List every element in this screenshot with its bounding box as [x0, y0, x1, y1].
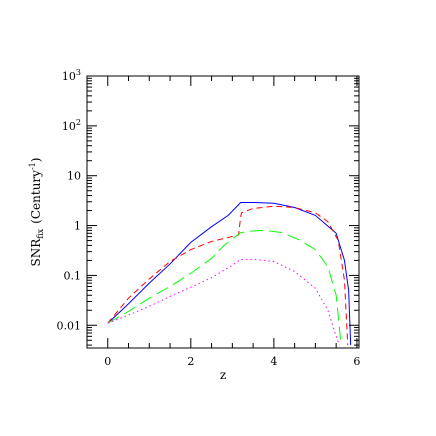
y-axis-title-unit-close: ) — [29, 158, 43, 163]
series-line-2 — [107, 205, 349, 346]
labels-layer: 0 2 4 6 0.01 0.1 1 10 102 103 — [57, 68, 361, 368]
y-tick-label: 0.1 — [64, 269, 82, 282]
y-tick-label: 103 — [62, 68, 81, 83]
series-line-1 — [107, 202, 352, 346]
ticks-layer — [86, 75, 359, 348]
plot-frame — [86, 75, 360, 349]
x-axis-title: z — [220, 368, 226, 382]
y-axis-title-subscript: fix — [36, 228, 45, 238]
y-tick-label: 102 — [62, 118, 81, 133]
x-tick-label: 0 — [104, 355, 111, 368]
x-tick-label: 6 — [353, 355, 360, 368]
y-axis-title-unit: (Century — [29, 170, 43, 224]
y-tick-label: 10 — [67, 170, 81, 183]
series-line-4 — [107, 258, 340, 346]
y-axis-title-main: SNR — [29, 238, 43, 267]
x-tick-label: 4 — [270, 355, 277, 368]
y-tick-label: 0.01 — [57, 319, 82, 332]
series-line-3 — [107, 229, 342, 346]
y-axis-title: SNRfix (Century-1) — [28, 158, 45, 267]
x-tick-label: 2 — [187, 355, 194, 368]
series-layer — [107, 202, 352, 346]
svg-text:SNRfix(Century-1): SNRfix (Century-1) — [28, 158, 45, 267]
y-tick-label: 1 — [74, 220, 81, 233]
y-axis-title-unit-exponent: -1 — [28, 162, 37, 170]
